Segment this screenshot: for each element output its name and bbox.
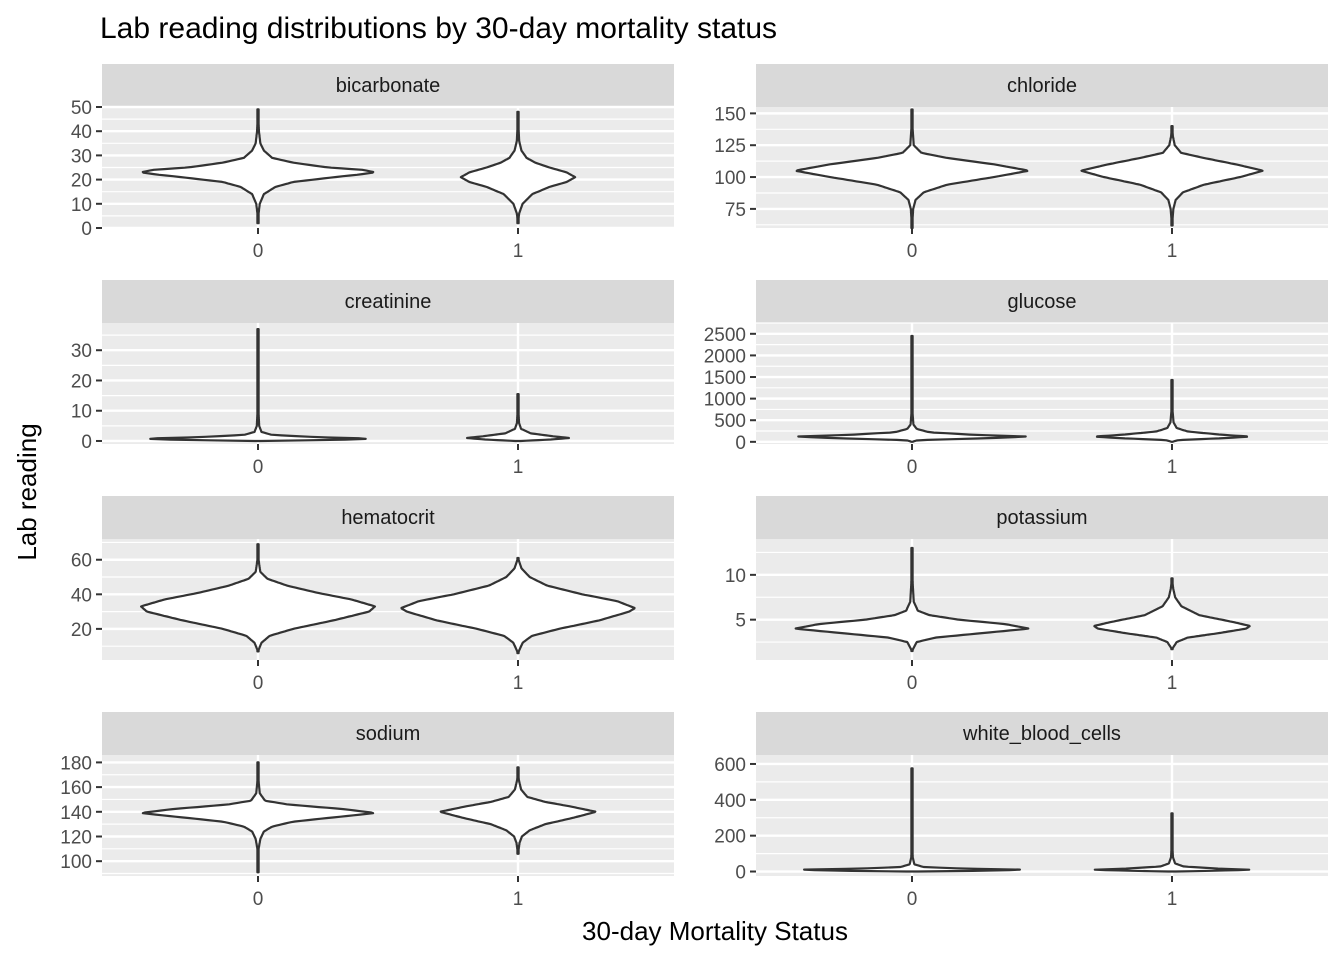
x-tick-label: 0 bbox=[907, 673, 918, 694]
panel-background bbox=[756, 323, 1328, 444]
strip-label: hematocrit bbox=[341, 507, 435, 529]
x-tick-label: 1 bbox=[1167, 673, 1178, 694]
y-tick-label: 140 bbox=[60, 803, 92, 824]
y-tick-label: 75 bbox=[725, 200, 746, 221]
violin-creatinine-group-0 bbox=[149, 328, 367, 443]
x-tick-label: 1 bbox=[1167, 889, 1178, 910]
strip-background bbox=[102, 64, 674, 107]
y-tick-label: 500 bbox=[714, 411, 746, 432]
violin-bicarbonate-group-1 bbox=[459, 110, 577, 225]
y-tick-label: 20 bbox=[71, 371, 92, 392]
x-tick-label: 0 bbox=[253, 889, 264, 910]
y-tick-label: 180 bbox=[60, 753, 92, 774]
y-tick-label: 100 bbox=[60, 852, 92, 873]
facet-hematocrit: hematocrit 20 40 60 0 1 bbox=[71, 496, 674, 694]
panel-background bbox=[102, 323, 674, 444]
violin-white-blood-cells-group-1 bbox=[1093, 812, 1251, 873]
facet-sodium: sodium 100 120 140 160 180 0 1 bbox=[60, 712, 674, 910]
y-tick-label: 160 bbox=[60, 778, 92, 799]
y-tick-label: 20 bbox=[71, 171, 92, 192]
x-tick-label: 1 bbox=[1167, 241, 1178, 262]
y-tick-label: 0 bbox=[81, 219, 92, 240]
strip-background bbox=[102, 280, 674, 323]
panel-background bbox=[756, 539, 1328, 660]
strip-label: bicarbonate bbox=[336, 75, 441, 97]
y-axis-title: Lab reading bbox=[12, 423, 42, 560]
y-tick-label: 30 bbox=[71, 146, 92, 167]
violin-hematocrit-group-1 bbox=[400, 556, 636, 655]
y-tick-label: 0 bbox=[735, 433, 746, 454]
violin-hematocrit-group-0 bbox=[140, 543, 376, 653]
facet-potassium: potassium 5 10 0 1 bbox=[725, 496, 1328, 694]
y-tick-label: 40 bbox=[71, 585, 92, 606]
strip-label: creatinine bbox=[345, 291, 432, 313]
facet-creatinine: creatinine 0 10 20 30 0 1 bbox=[71, 280, 674, 478]
strip-label: white_blood_cells bbox=[962, 723, 1121, 745]
y-tick-label: 100 bbox=[714, 168, 746, 189]
y-tick-label: 120 bbox=[60, 827, 92, 848]
x-tick-label: 1 bbox=[1167, 457, 1178, 478]
violin-sodium-group-0 bbox=[141, 761, 375, 874]
violin-chloride-group-1 bbox=[1080, 125, 1264, 227]
x-axis-title: 30-day Mortality Status bbox=[582, 916, 848, 946]
strip-background bbox=[102, 712, 674, 755]
x-tick-label: 0 bbox=[907, 889, 918, 910]
strip-label: glucose bbox=[1008, 291, 1077, 313]
y-tick-label: 10 bbox=[71, 402, 92, 423]
x-tick-label: 0 bbox=[907, 241, 918, 262]
y-tick-label: 1500 bbox=[704, 368, 746, 389]
violin-white-blood-cells-group-0 bbox=[803, 767, 1021, 873]
y-tick-label: 50 bbox=[71, 98, 92, 119]
y-tick-label: 1000 bbox=[704, 390, 746, 411]
x-tick-label: 1 bbox=[513, 673, 524, 694]
strip-label: sodium bbox=[356, 723, 420, 745]
violin-chloride-group-0 bbox=[795, 108, 1029, 230]
strip-background bbox=[102, 496, 674, 539]
y-tick-label: 125 bbox=[714, 136, 746, 157]
x-tick-label: 1 bbox=[513, 889, 524, 910]
x-tick-label: 1 bbox=[513, 241, 524, 262]
violin-glucose-group-1 bbox=[1095, 378, 1249, 443]
y-tick-label: 200 bbox=[714, 827, 746, 848]
strip-background bbox=[756, 712, 1328, 755]
y-tick-label: 30 bbox=[71, 341, 92, 362]
x-tick-label: 0 bbox=[253, 673, 264, 694]
y-tick-label: 2500 bbox=[704, 325, 746, 346]
y-tick-label: 2000 bbox=[704, 346, 746, 367]
strip-background bbox=[756, 496, 1328, 539]
facet-bicarbonate: bicarbonate 0 10 20 30 40 50 0 1 bbox=[71, 64, 674, 262]
y-tick-label: 0 bbox=[81, 432, 92, 453]
y-tick-label: 20 bbox=[71, 620, 92, 641]
x-tick-label: 0 bbox=[253, 457, 264, 478]
facet-chloride: chloride 75 100 125 150 0 1 bbox=[714, 64, 1328, 262]
violin-creatinine-group-1 bbox=[466, 393, 570, 443]
violin-bicarbonate-group-0 bbox=[141, 108, 375, 225]
x-tick-label: 0 bbox=[907, 457, 918, 478]
violin-sodium-group-1 bbox=[439, 766, 597, 855]
y-tick-label: 40 bbox=[71, 122, 92, 143]
violin-potassium-group-1 bbox=[1093, 577, 1251, 651]
y-tick-label: 600 bbox=[714, 755, 746, 776]
violin-glucose-group-0 bbox=[797, 334, 1027, 443]
chart-title: Lab reading distributions by 30-day mort… bbox=[100, 12, 777, 45]
panel-background bbox=[756, 755, 1328, 876]
x-tick-label: 0 bbox=[253, 241, 264, 262]
strip-label: potassium bbox=[996, 507, 1087, 529]
y-tick-label: 5 bbox=[735, 611, 746, 632]
facet-white-blood-cells: white_blood_cells 0 200 400 600 0 1 bbox=[714, 712, 1328, 910]
strip-background bbox=[756, 280, 1328, 323]
y-tick-label: 150 bbox=[714, 104, 746, 125]
strip-background bbox=[756, 64, 1328, 107]
y-tick-label: 60 bbox=[71, 551, 92, 572]
y-tick-label: 10 bbox=[725, 566, 746, 587]
violin-potassium-group-0 bbox=[794, 546, 1030, 653]
y-tick-label: 400 bbox=[714, 791, 746, 812]
y-tick-label: 0 bbox=[735, 863, 746, 884]
x-tick-label: 1 bbox=[513, 457, 524, 478]
strip-label: chloride bbox=[1007, 75, 1077, 97]
y-tick-label: 10 bbox=[71, 195, 92, 216]
